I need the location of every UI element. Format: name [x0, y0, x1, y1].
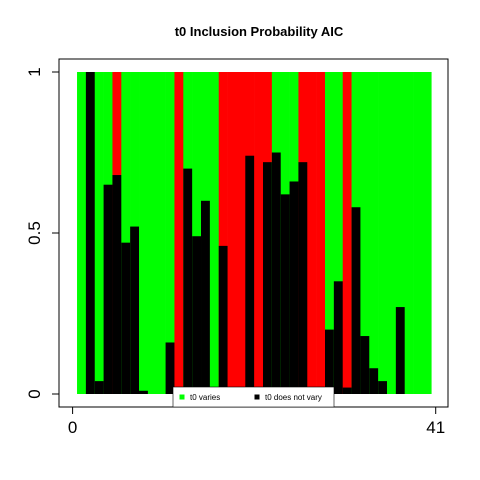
bar-17-top [218, 72, 228, 394]
bar-16-top [209, 72, 220, 394]
bar-30-top [333, 72, 344, 394]
bar-31-base [342, 387, 352, 394]
bar-36-top [386, 72, 397, 394]
bar-31-top [342, 72, 352, 394]
bar-8-top [139, 72, 149, 394]
bar-6-top [121, 72, 131, 394]
bar-35-base [378, 381, 388, 394]
bar-21-top [254, 72, 264, 394]
bar-28-top [316, 72, 326, 394]
bar-34-base [369, 368, 379, 394]
bar-7-base [130, 226, 140, 394]
bar-27-top [307, 72, 317, 394]
bar-17-base [218, 245, 228, 394]
bar-14-base [192, 236, 202, 394]
bar-8-base [139, 390, 149, 394]
bar-19-top [236, 72, 246, 394]
bar-15-base [201, 200, 211, 394]
bar-34-top [369, 72, 379, 394]
bar-1-top [77, 72, 87, 394]
bars-group [77, 72, 432, 394]
bar-12-top [174, 72, 184, 394]
bar-3-top [94, 72, 104, 394]
bar-29-base [325, 329, 335, 394]
bar-20-base [245, 155, 255, 394]
legend-box [172, 386, 335, 408]
y-tick-label: 0 [25, 389, 44, 398]
legend: t0 varies t0 does not vary [172, 386, 335, 408]
bar-18-top [227, 72, 237, 394]
bar-37-base [395, 307, 406, 394]
bar-37-top [395, 72, 406, 394]
bar-29-top [325, 72, 335, 394]
bar-6-base [121, 242, 131, 394]
bar-11-base [165, 342, 175, 394]
legend-label: t0 does not vary [265, 393, 322, 402]
bar-9-top [147, 72, 158, 394]
y-tick-label: 1 [25, 67, 44, 76]
bar-33-top [360, 72, 370, 394]
x-tick-label: 41 [426, 418, 445, 437]
bar-23-base [271, 152, 282, 394]
bar-3-base [94, 381, 104, 394]
bar-2-base [85, 72, 96, 394]
bar-33-base [360, 336, 370, 394]
bar-11-top [165, 72, 175, 394]
bar-13-base [183, 168, 193, 394]
bar-38-top [404, 72, 414, 394]
y-axis: 00.51 [25, 67, 60, 399]
bar-10-top [156, 72, 166, 394]
bar-39-top [413, 72, 423, 394]
bar-40-top [422, 72, 432, 394]
bar-26-base [298, 162, 308, 394]
legend-label: t0 varies [190, 393, 220, 402]
bar-5-base [112, 175, 122, 394]
x-tick-label: 0 [68, 418, 77, 437]
bar-30-base [333, 281, 344, 394]
bar-4-base [103, 184, 113, 394]
bar-35-top [378, 72, 388, 394]
bar-32-base [351, 207, 361, 394]
legend-swatch [254, 394, 260, 400]
bar-25-base [289, 181, 299, 394]
y-tick-label: 0.5 [25, 221, 44, 245]
bar-24-base [280, 194, 290, 394]
bar-22-base [263, 162, 273, 394]
legend-swatch [179, 394, 185, 400]
bar-14-top [192, 72, 202, 394]
chart-title: t0 Inclusion Probability AIC [175, 24, 344, 39]
x-axis: 0 41 [68, 406, 445, 437]
